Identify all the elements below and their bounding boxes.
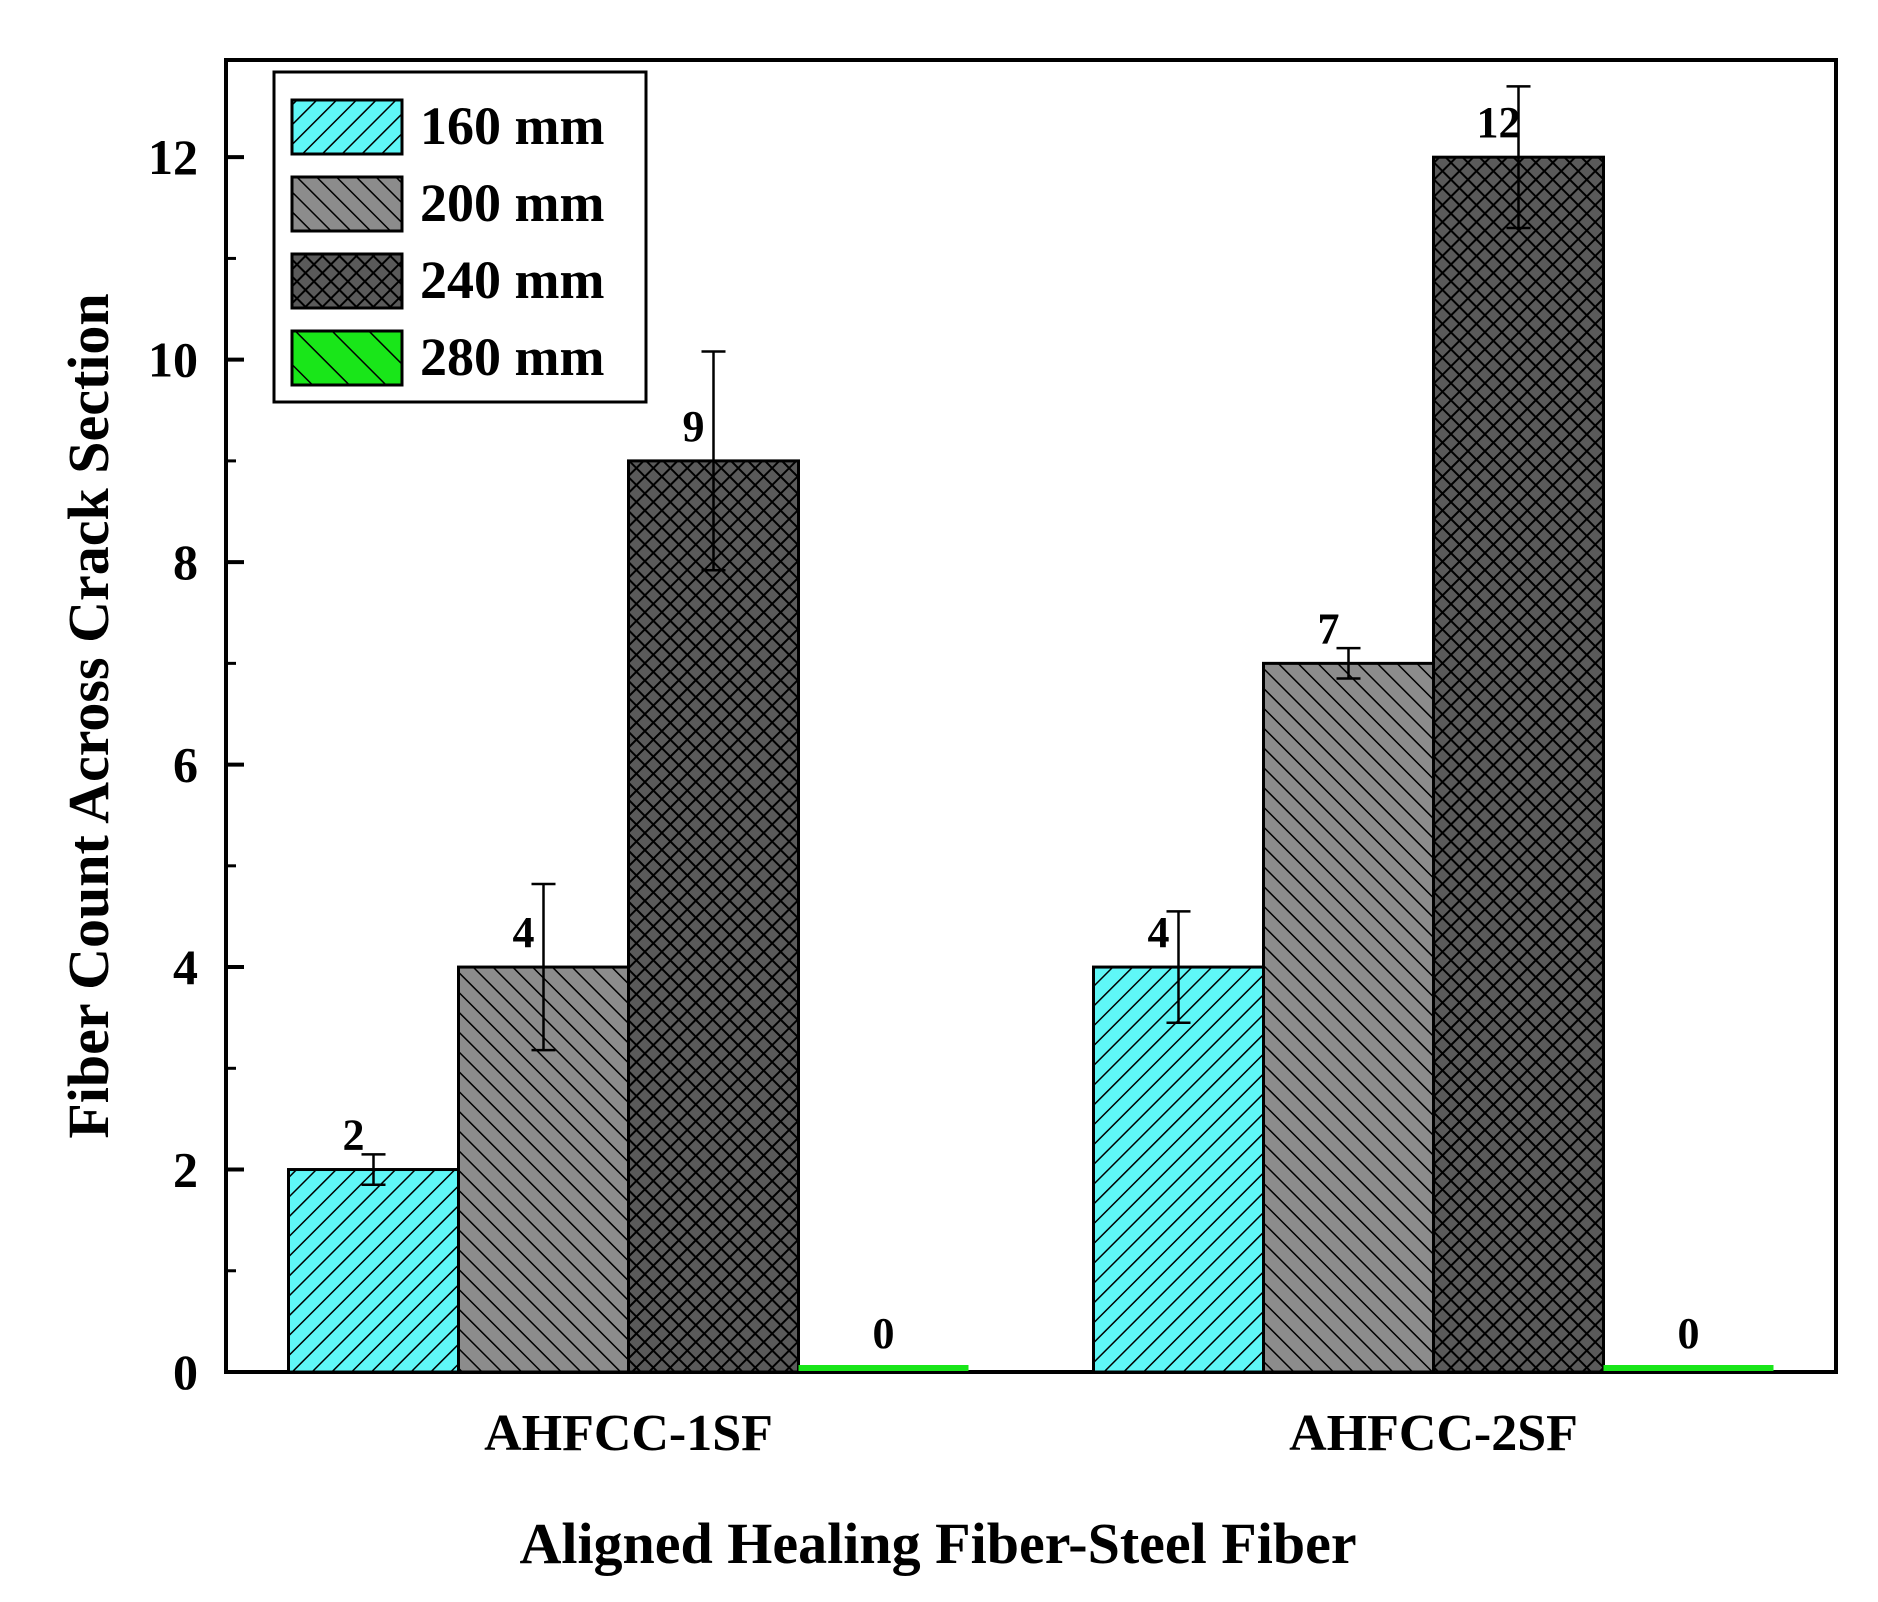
error-bars-group: [361, 85, 1531, 1186]
y-tick-label: 12: [148, 129, 198, 185]
bar: [1092, 965, 1265, 1374]
data-label: 7: [1318, 604, 1340, 653]
y-tick-label: 10: [148, 332, 198, 388]
bar: [287, 1168, 460, 1374]
bars-group: [287, 155, 1774, 1374]
y-tick-label: 4: [173, 939, 198, 995]
bar: [627, 459, 800, 1374]
legend-swatch: [290, 329, 404, 387]
data-label: 4: [1148, 908, 1170, 957]
y-axis: 0 2 4 6 8 10 12: [148, 129, 244, 1400]
bar: [1262, 661, 1435, 1374]
data-label: 0: [873, 1309, 895, 1358]
legend-swatch: [290, 252, 404, 310]
x-axis: AHFCC-1SF AHFCC-2SF: [484, 1354, 1578, 1462]
x-tick-label: AHFCC-1SF: [484, 1405, 773, 1462]
legend-label: 240 mm: [420, 250, 604, 310]
data-label: 12: [1477, 98, 1521, 147]
legend-swatch: [290, 175, 404, 233]
bar: [1603, 1365, 1774, 1371]
legend: 160 mm 200 mm 240 mm 280 mm: [272, 70, 648, 404]
bar: [1432, 155, 1605, 1374]
y-axis-title: Fiber Count Across Crack Section: [56, 293, 121, 1138]
x-axis-title: Aligned Healing Fiber-Steel Fiber: [519, 1511, 1356, 1576]
y-tick-label: 0: [173, 1344, 198, 1400]
data-label: 0: [1678, 1309, 1700, 1358]
plot-frame: [224, 58, 1838, 1374]
legend-label: 200 mm: [420, 173, 604, 233]
y-tick-label: 2: [173, 1142, 198, 1198]
data-label: 2: [343, 1111, 365, 1160]
data-label: 9: [683, 402, 705, 451]
legend-swatch: [290, 98, 404, 156]
legend-label: 160 mm: [420, 96, 604, 156]
x-tick-label: AHFCC-2SF: [1289, 1405, 1578, 1462]
bar: [798, 1365, 969, 1371]
legend-label: 280 mm: [420, 327, 604, 387]
y-tick-label: 8: [173, 534, 198, 590]
data-labels-group: 2 4 9 0 4 7 12 0: [343, 98, 1700, 1358]
data-label: 4: [513, 908, 535, 957]
y-tick-label: 6: [173, 737, 198, 793]
